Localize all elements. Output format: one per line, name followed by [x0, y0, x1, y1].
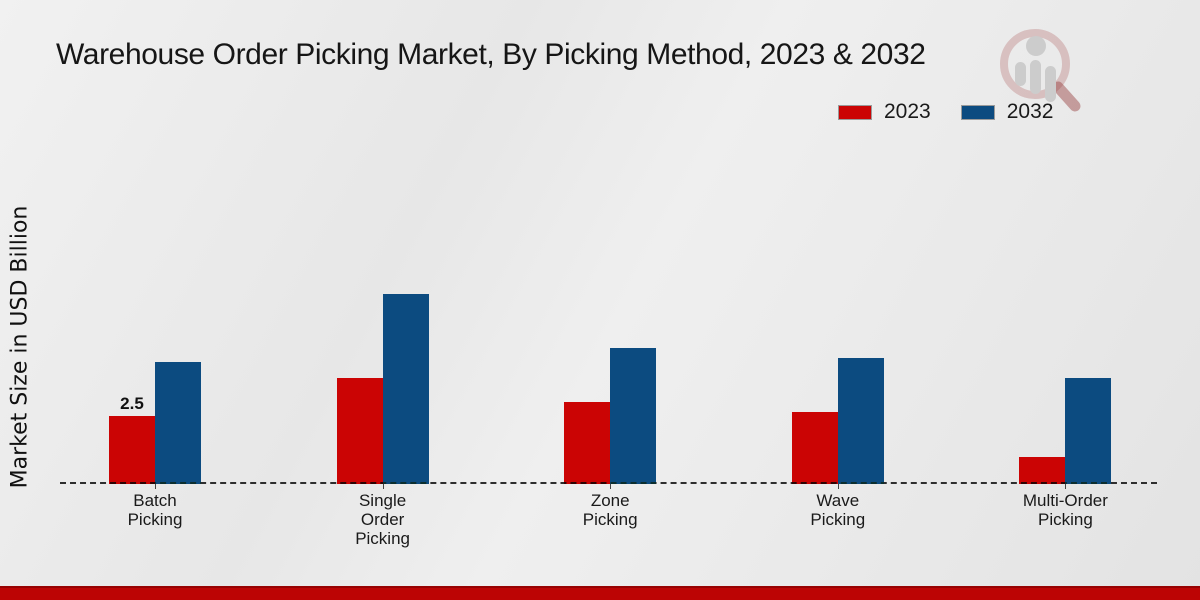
y-axis-label: Market Size in USD Billion [7, 205, 33, 489]
bar-2023-zone-picking [564, 402, 611, 484]
magnifier-bar-chart-logo-icon [1000, 29, 1081, 112]
legend-item-2023: 2023 [838, 100, 931, 124]
bar-2032-multi-order-picking [1065, 378, 1112, 484]
category-label-zone-picking: Zone Picking [582, 491, 638, 529]
legend-swatch-icon [960, 104, 995, 120]
bar-2032-zone-picking [610, 348, 657, 484]
legend-label: 2023 [884, 100, 931, 123]
bar-2032-wave-picking [837, 358, 884, 484]
chart-title: Warehouse Order Picking Market, By Picki… [56, 38, 926, 71]
x-axis-tick [155, 484, 156, 489]
x-axis-tick [382, 484, 384, 489]
category-label-wave-picking: Wave Picking [810, 491, 866, 529]
footer-accent-bar [0, 586, 1200, 600]
category-label-single-order-picking: Single Order Picking [355, 491, 410, 548]
bar-2032-batch-picking [155, 362, 201, 484]
legend-swatch-icon [838, 104, 872, 120]
bar-2023-single-order-picking [336, 378, 383, 484]
category-label-multi-order-picking: Multi-Order Picking [1022, 491, 1108, 529]
category-label-batch-picking: Batch Picking [127, 491, 183, 529]
x-axis-baseline [60, 482, 1157, 484]
bar-value-label: 2.5 [120, 394, 144, 413]
x-axis-tick [610, 484, 612, 489]
x-axis-tick [1065, 484, 1067, 489]
bar-2023-wave-picking [791, 412, 838, 484]
legend-item-2032: 2032 [960, 100, 1054, 124]
bar-2023-batch-picking [109, 416, 155, 484]
legend: 2023 2032 [838, 100, 1083, 124]
legend-label: 2032 [1006, 100, 1054, 123]
bar-2032-single-order-picking [382, 294, 429, 484]
bar-2023-multi-order-picking [1019, 457, 1066, 484]
x-axis-tick [837, 484, 839, 489]
